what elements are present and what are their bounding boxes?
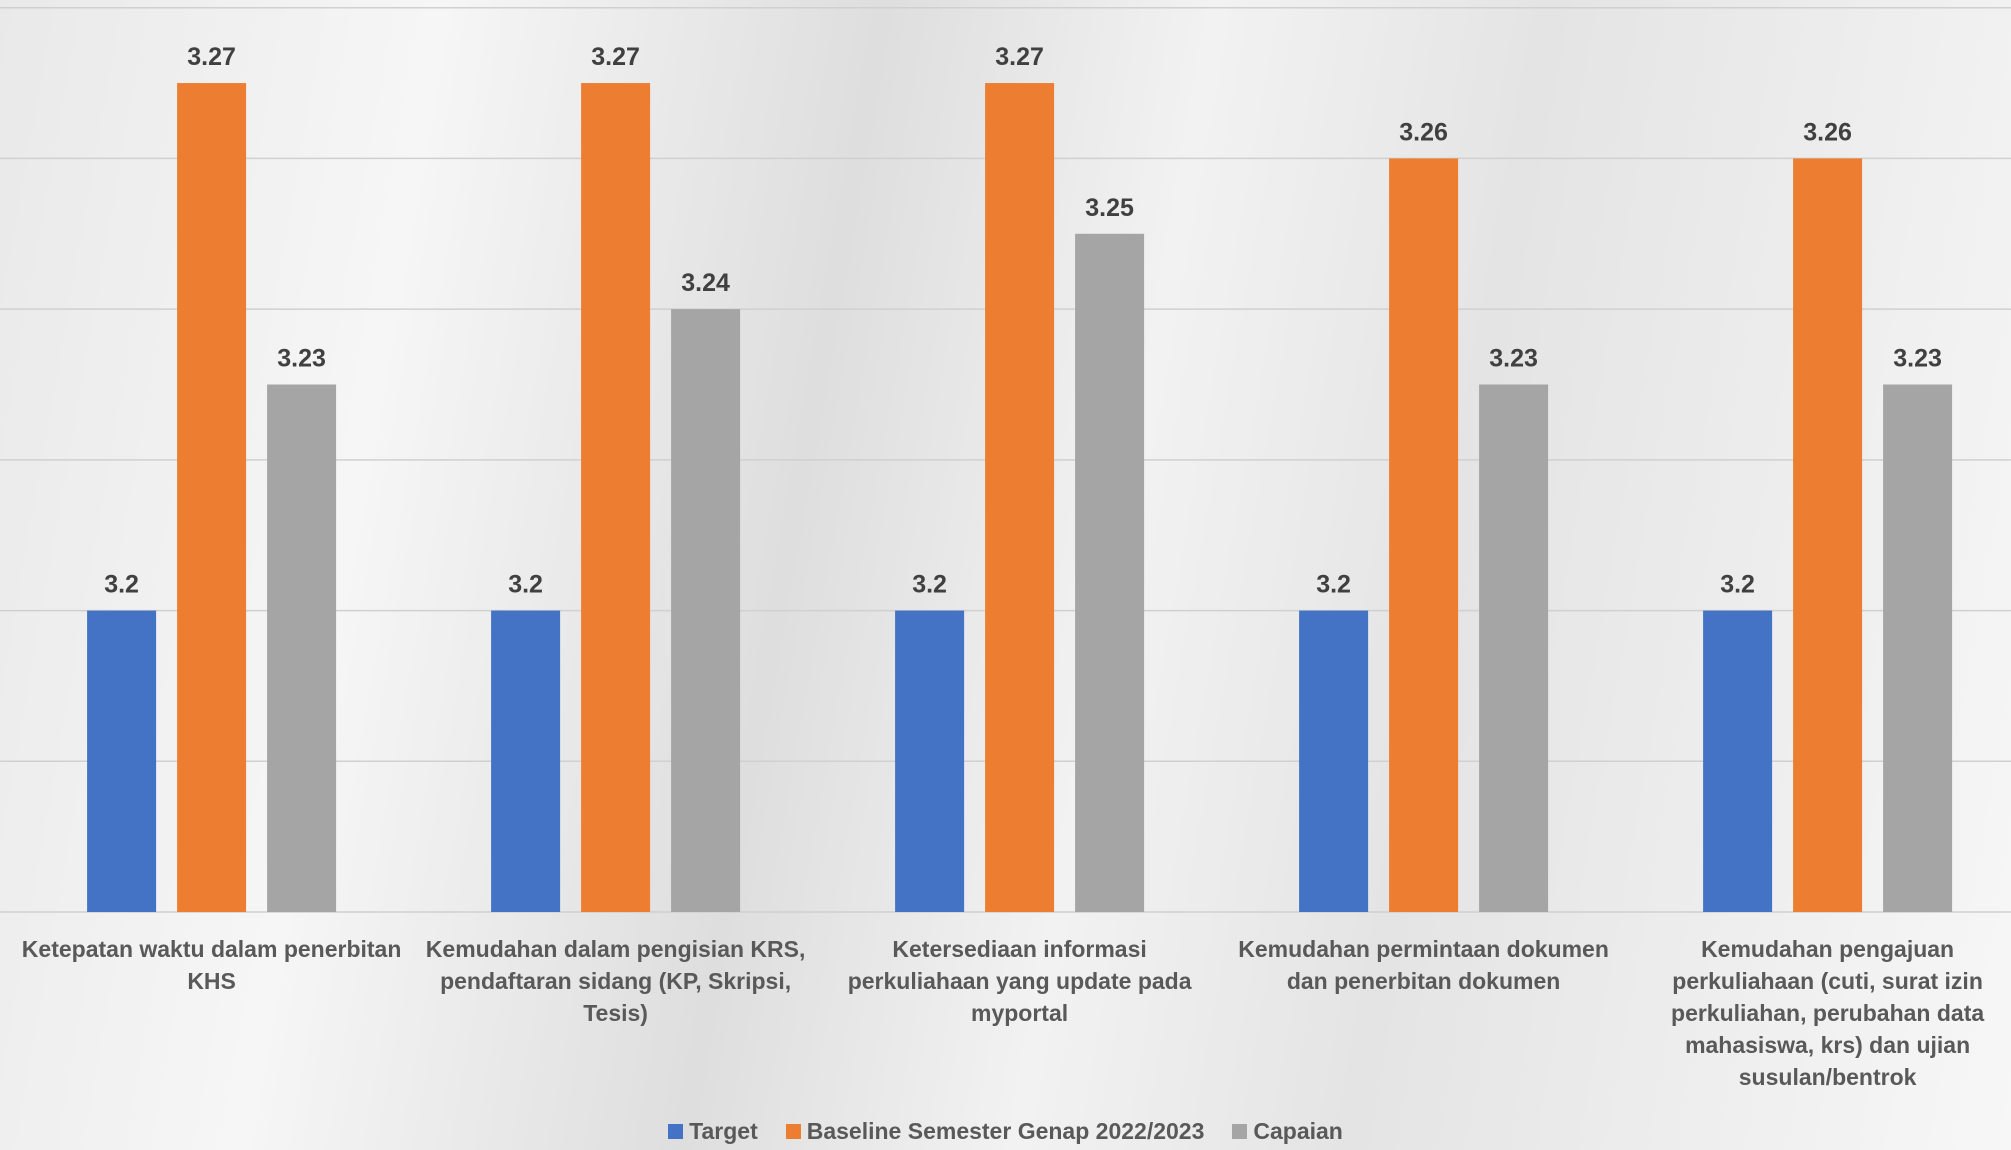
x-tick-label: Ketepatan waktu dalam penerbitan KHS <box>21 936 402 994</box>
x-tick-label: Kemudahan permintaan dokumen dan penerbi… <box>1238 936 1609 994</box>
value-label: 3.2 <box>1316 571 1351 599</box>
value-label: 3.2 <box>1720 571 1755 599</box>
bar <box>1883 384 1953 912</box>
value-label: 3.23 <box>277 344 326 372</box>
value-label: 3.23 <box>1489 344 1538 372</box>
legend-swatch <box>1232 1124 1248 1139</box>
value-label: 3.24 <box>681 269 730 297</box>
value-label: 3.25 <box>1085 194 1134 222</box>
legend-swatch <box>785 1124 801 1139</box>
legend-label: Target <box>689 1118 758 1144</box>
value-label: 3.2 <box>104 571 139 599</box>
bar <box>1075 233 1145 912</box>
bar <box>1299 610 1369 912</box>
value-label: 3.23 <box>1893 344 1942 372</box>
value-label: 3.2 <box>912 571 947 599</box>
value-label: 3.27 <box>995 43 1044 71</box>
bar <box>177 83 247 912</box>
value-label: 3.27 <box>591 43 640 71</box>
x-tick-label: Kemudahan dalam pengisian KRS, pendaftar… <box>425 936 806 1026</box>
legend-item: Baseline Semester Genap 2022/2023 <box>785 1118 1205 1145</box>
x-tick-label: Ketersediaan informasi perkuliahaan yang… <box>847 936 1192 1026</box>
bar <box>895 610 965 912</box>
legend-swatch <box>668 1124 684 1139</box>
bar <box>671 309 741 913</box>
x-tick-label: Kemudahan pengajuan perkuliahaan (cuti, … <box>1671 936 1985 1090</box>
legend-label: Baseline Semester Genap 2022/2023 <box>806 1118 1205 1144</box>
bar <box>87 610 157 912</box>
value-label: 3.26 <box>1399 118 1448 146</box>
value-label: 3.27 <box>187 43 236 71</box>
value-label: 3.2 <box>508 571 543 599</box>
bar <box>985 83 1055 912</box>
bar <box>1703 610 1773 912</box>
legend-item: Target <box>668 1118 758 1145</box>
bar <box>1479 384 1549 912</box>
legend-label: Capaian <box>1253 1118 1343 1144</box>
legend-item: Capaian <box>1232 1118 1343 1145</box>
legend: Target Baseline Semester Genap 2022/2023 C… <box>0 1118 2011 1145</box>
bar <box>1389 158 1459 912</box>
bar <box>581 83 651 912</box>
value-label: 3.26 <box>1803 118 1852 146</box>
bar <box>267 384 337 912</box>
bar <box>1793 158 1863 912</box>
bar <box>491 610 561 912</box>
